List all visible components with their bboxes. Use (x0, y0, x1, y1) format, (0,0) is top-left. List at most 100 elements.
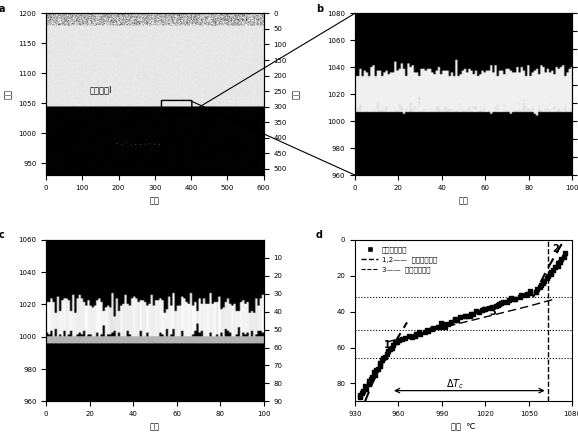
Point (422, 326, 431, 333)
Point (456, 314, 465, 321)
Point (357, 389, 366, 396)
Point (546, 271, 555, 278)
Legend: 样品温度分布, 1,2——  样品温度拟合, 3——  界面温度拟合: 样品温度分布, 1,2—— 样品温度拟合, 3—— 界面温度拟合 (358, 243, 440, 276)
Point (465, 312, 475, 319)
Point (533, 286, 542, 293)
Point (540, 278, 549, 285)
Point (368, 373, 377, 380)
Point (543, 273, 553, 280)
Point (472, 308, 481, 315)
Point (376, 362, 385, 369)
Point (505, 297, 514, 304)
Point (450, 316, 460, 323)
Point (560, 250, 569, 257)
Point (364, 378, 373, 385)
Point (550, 264, 560, 271)
Point (423, 327, 432, 334)
Text: 3: 3 (490, 307, 497, 317)
Point (525, 287, 535, 294)
Text: $\mathit{\Delta T_c}$: $\mathit{\Delta T_c}$ (446, 377, 464, 391)
Point (506, 294, 516, 301)
Point (377, 357, 387, 364)
Point (477, 307, 486, 314)
Point (398, 335, 407, 343)
Point (415, 330, 424, 338)
Point (355, 394, 365, 401)
Point (376, 359, 385, 367)
Point (439, 321, 448, 328)
Point (394, 336, 403, 343)
Point (491, 302, 501, 310)
Point (388, 341, 398, 348)
Point (516, 293, 525, 300)
Point (415, 328, 424, 335)
Point (390, 339, 399, 346)
Point (358, 387, 368, 394)
Text: 1: 1 (384, 339, 391, 350)
Point (511, 295, 520, 302)
Point (502, 298, 512, 305)
Point (479, 306, 488, 313)
Point (370, 371, 379, 378)
Point (364, 380, 373, 387)
Point (450, 315, 460, 322)
Point (361, 382, 370, 389)
Point (560, 253, 569, 260)
Point (452, 317, 461, 324)
X-axis label: 温度  ℃: 温度 ℃ (451, 423, 476, 432)
Point (516, 292, 525, 299)
Point (466, 310, 475, 317)
X-axis label: 像素: 像素 (150, 423, 160, 432)
Text: 被测材料I: 被测材料I (90, 86, 112, 95)
X-axis label: 像素: 像素 (458, 196, 469, 205)
Point (427, 326, 436, 333)
Point (412, 330, 421, 338)
Point (460, 313, 469, 320)
Point (485, 305, 494, 312)
Point (392, 338, 402, 345)
Text: a: a (0, 4, 5, 14)
Point (443, 320, 452, 327)
Point (536, 282, 546, 289)
Point (496, 300, 505, 307)
Point (386, 346, 395, 353)
Point (361, 385, 370, 392)
Point (557, 256, 566, 263)
Y-axis label: 像素: 像素 (292, 89, 301, 99)
X-axis label: 像素: 像素 (150, 196, 160, 205)
Point (538, 280, 547, 287)
Point (542, 275, 551, 282)
Point (436, 319, 446, 326)
Point (548, 266, 557, 273)
Point (475, 308, 484, 315)
Point (391, 339, 401, 346)
Point (531, 289, 540, 296)
Point (523, 290, 532, 297)
Point (495, 301, 504, 308)
Point (381, 353, 390, 360)
Text: b: b (316, 4, 323, 14)
Text: 2: 2 (552, 244, 559, 254)
Point (546, 268, 555, 276)
Point (553, 260, 562, 267)
Point (379, 355, 388, 362)
Point (509, 296, 518, 303)
Point (407, 333, 417, 340)
Point (436, 324, 446, 331)
Y-axis label: 温度: 温度 (4, 89, 13, 99)
Point (387, 344, 397, 351)
Point (355, 392, 365, 399)
Point (372, 367, 381, 374)
Point (405, 333, 414, 340)
Point (480, 305, 490, 312)
Point (383, 347, 392, 355)
Point (494, 301, 503, 309)
Point (462, 313, 471, 320)
Text: c: c (0, 230, 4, 240)
Text: d: d (316, 230, 323, 240)
Point (373, 365, 383, 372)
Point (535, 283, 544, 290)
Point (498, 299, 507, 306)
Point (421, 328, 430, 335)
Point (401, 335, 410, 342)
